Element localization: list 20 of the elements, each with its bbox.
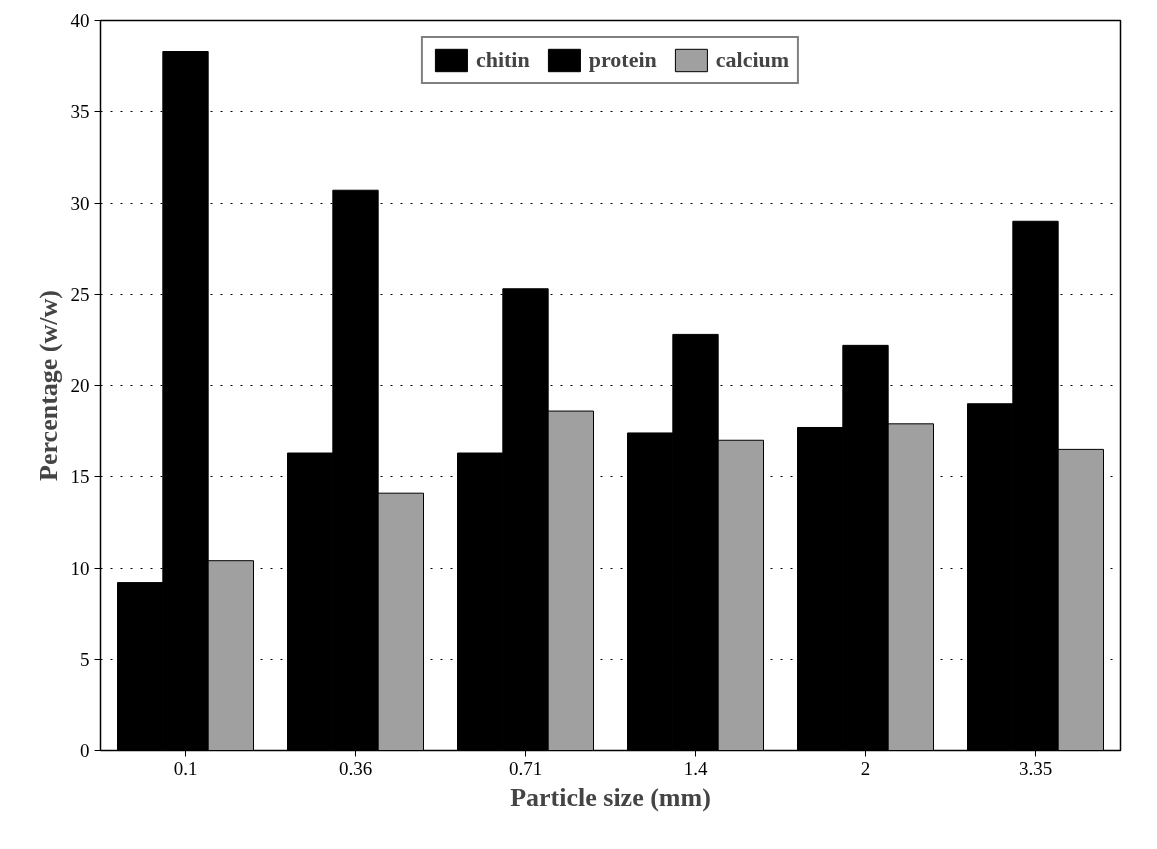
- x-tick-label: 3.35: [1018, 757, 1053, 779]
- y-tick-label: 30: [70, 192, 90, 214]
- x-tick-label: 2: [860, 757, 871, 779]
- y-tick-label: 25: [70, 283, 90, 305]
- y-tick-label: 40: [70, 10, 90, 31]
- legend-label: calcium: [715, 47, 790, 73]
- y-axis-title: Percentage (w/w): [33, 290, 63, 481]
- x-tick-label: 0.1: [173, 757, 198, 779]
- x-tick-label: 0.71: [508, 757, 543, 779]
- x-tick-label: 1.4: [683, 757, 708, 779]
- y-tick-label: 0: [80, 740, 90, 761]
- y-tick-label: 15: [70, 466, 90, 488]
- y-tick-label: 20: [70, 375, 90, 396]
- x-tick-label: 0.36: [338, 757, 373, 779]
- x-axis-title: Particle size (mm): [510, 782, 711, 812]
- legend-label: chitin: [475, 47, 530, 73]
- y-tick-label: 5: [80, 648, 90, 670]
- y-tick-label: 10: [70, 557, 90, 579]
- legend-label: protein: [588, 47, 657, 73]
- y-tick-label: 35: [70, 101, 90, 123]
